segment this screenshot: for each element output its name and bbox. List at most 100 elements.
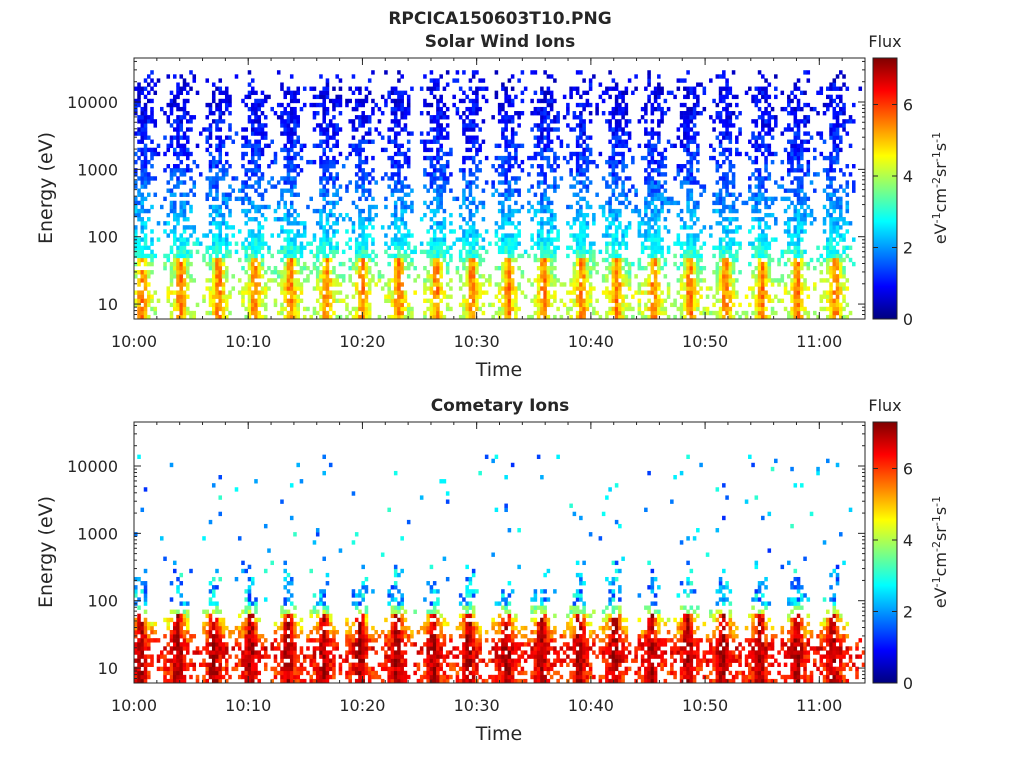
spectrogram-cell [176, 164, 180, 169]
spectrogram-cell [611, 172, 616, 177]
spectrogram-cell [475, 147, 479, 153]
spectrogram-cell [319, 241, 323, 246]
spectrogram-cell [689, 294, 694, 299]
spectrogram-cell [335, 74, 339, 79]
spectrogram-cell [582, 306, 586, 312]
spectrogram-cell [764, 270, 768, 275]
spectrogram-cell [536, 127, 541, 132]
spectrogram-cell [462, 237, 466, 242]
spectrogram-cell [351, 90, 356, 96]
spectrogram-cell [650, 306, 655, 312]
spectrogram-cell [179, 233, 184, 238]
spectrogram-cell [715, 111, 720, 116]
spectrogram-cell [436, 139, 440, 144]
spectrogram-cell [501, 192, 505, 197]
spectrogram-cell [143, 241, 148, 246]
spectrogram-cell [718, 86, 723, 91]
spectrogram-cell [143, 172, 148, 177]
spectrogram-cell [790, 278, 794, 283]
spectrogram-cell [679, 253, 684, 259]
spectrogram-cell [514, 298, 518, 303]
spectrogram-cell [780, 90, 785, 96]
spectrogram-cell [598, 249, 603, 255]
spectrogram-cell [767, 82, 772, 87]
spectrogram-cell [663, 98, 668, 104]
spectrogram-cell [211, 270, 216, 275]
spectrogram-cell [728, 294, 733, 299]
spectrogram-cell [218, 155, 223, 161]
spectrogram-cell [614, 143, 619, 149]
spectrogram-cell [348, 265, 352, 271]
spectrogram-cell [406, 233, 411, 238]
spectrogram-cell [540, 147, 544, 153]
spectrogram-cell [283, 274, 287, 279]
spectrogram-cell [748, 261, 752, 267]
spectrogram-cell [764, 78, 768, 83]
spectrogram-cell [182, 229, 187, 234]
spectrogram-cell [335, 241, 339, 246]
spectrogram-cell [436, 147, 440, 153]
spectrogram-cell [536, 294, 541, 299]
spectrogram-cell [436, 282, 440, 287]
spectrogram-cell [692, 286, 697, 291]
spectrogram-cell [731, 253, 736, 259]
spectrogram-cell [582, 249, 586, 255]
spectrogram-cell [439, 74, 443, 79]
spectrogram-cell [536, 208, 541, 214]
spectrogram-cell [260, 257, 265, 263]
spectrogram-cell [205, 176, 210, 181]
spectrogram-cell [429, 257, 434, 263]
spectrogram-cell [754, 196, 759, 202]
spectrogram-cell [221, 282, 226, 287]
spectrogram-cell [676, 86, 681, 91]
spectrogram-cell [455, 70, 460, 75]
spectrogram-cell [205, 310, 210, 316]
spectrogram-cell [764, 249, 768, 255]
spectrogram-cell [325, 286, 330, 291]
spectrogram-cell [205, 192, 210, 197]
spectrogram-cell [254, 172, 258, 177]
spectrogram-cell [189, 176, 193, 181]
spectrogram-cell [751, 143, 755, 149]
spectrogram-cell [263, 290, 268, 295]
spectrogram-cell [218, 233, 223, 238]
spectrogram-cell [361, 168, 365, 173]
spectrogram-cell [442, 208, 447, 214]
spectrogram-cell [712, 294, 716, 299]
spectrogram-cell [439, 241, 443, 246]
spectrogram-cell [663, 261, 668, 267]
spectrogram-cell [722, 237, 726, 242]
spectrogram-cell [205, 139, 210, 144]
spectrogram-cell [176, 221, 180, 226]
spectrogram-cell [689, 127, 694, 132]
spectrogram-cell [289, 306, 294, 312]
spectrogram-cell [468, 310, 473, 316]
spectrogram-cell [283, 111, 287, 116]
spectrogram-cell [400, 180, 404, 185]
spectrogram-cell [247, 257, 252, 263]
spectrogram-cell [468, 217, 473, 222]
spectrogram-cell [728, 159, 733, 165]
spectrogram-cell [653, 180, 658, 185]
spectrogram-cell [332, 282, 336, 287]
spectrogram-cell [332, 127, 336, 132]
spectrogram-cell [514, 200, 518, 206]
spectrogram-cell [296, 151, 300, 157]
spectrogram-cell [748, 86, 752, 91]
spectrogram-cell [715, 74, 720, 79]
spectrogram-cell [507, 94, 512, 100]
spectrogram-cell [403, 200, 408, 206]
spectrogram-cell [523, 86, 528, 91]
spectrogram-cell [143, 253, 148, 259]
spectrogram-cell [137, 278, 141, 283]
spectrogram-cell [137, 298, 141, 303]
spectrogram-cell [332, 249, 336, 255]
spectrogram-cell [153, 176, 158, 181]
spectrogram-cell [403, 208, 408, 214]
spectrogram-cell [410, 257, 414, 263]
spectrogram-cell [244, 172, 249, 177]
spectrogram-cell [660, 245, 664, 250]
spectrogram-cell [497, 200, 502, 206]
spectrogram-cell [426, 306, 430, 312]
spectrogram-cell [536, 298, 541, 303]
